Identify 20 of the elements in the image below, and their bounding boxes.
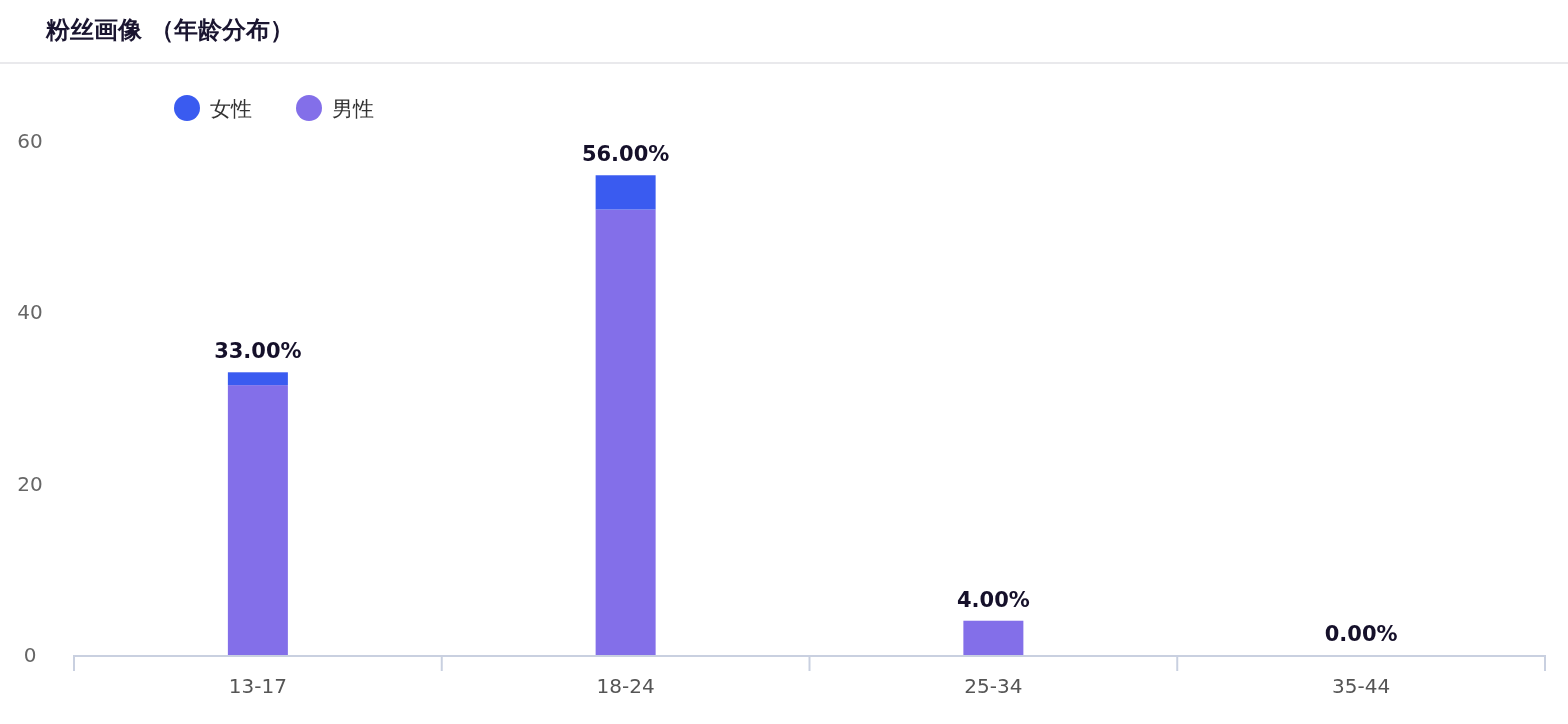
x-tick-label: 35-44 <box>1332 674 1391 698</box>
total-label: 56.00% <box>581 142 670 167</box>
total-label: 4.00% <box>956 587 1030 612</box>
y-tick-label: 0 <box>23 643 37 667</box>
legend-label: 女性 <box>210 97 252 121</box>
total-label: 33.00% <box>214 339 302 364</box>
bar <box>595 209 656 655</box>
bar <box>963 620 1024 655</box>
x-tick-label: 25-34 <box>964 674 1023 698</box>
y-tick-label: 20 <box>17 471 43 496</box>
chart-title: 粉丝画像 （年龄分布） <box>45 16 295 44</box>
y-tick-label: 60 <box>17 129 43 153</box>
bar <box>227 372 288 386</box>
bar <box>227 385 288 655</box>
bar <box>595 175 656 210</box>
x-tick-label: 18-24 <box>596 674 655 698</box>
x-tick-label: 13-17 <box>228 674 287 698</box>
legend-label: 男性 <box>332 97 374 121</box>
total-label: 0.00% <box>1324 622 1398 646</box>
y-tick-label: 40 <box>17 300 43 325</box>
